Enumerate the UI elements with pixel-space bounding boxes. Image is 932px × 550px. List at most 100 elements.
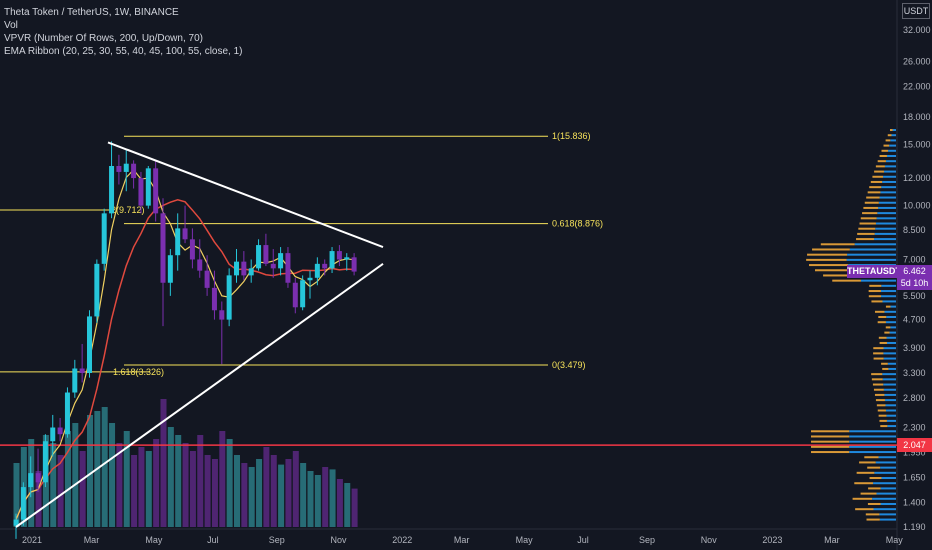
volume-bar bbox=[293, 451, 299, 527]
candle-body[interactable] bbox=[293, 283, 298, 308]
candle-body[interactable] bbox=[21, 487, 26, 519]
candle-body[interactable] bbox=[175, 228, 180, 255]
volume-profile-row bbox=[850, 248, 896, 250]
price-tick-label: 2.300 bbox=[903, 423, 926, 433]
candle-body[interactable] bbox=[256, 245, 261, 268]
candle-body[interactable] bbox=[249, 268, 254, 275]
candle-body[interactable] bbox=[94, 264, 99, 317]
candle-body[interactable] bbox=[278, 253, 283, 268]
candle-body[interactable] bbox=[322, 264, 327, 269]
volume-profile-row bbox=[877, 493, 896, 495]
volume-bar bbox=[337, 479, 343, 527]
candle-body[interactable] bbox=[36, 473, 41, 482]
currency-label[interactable]: USDT bbox=[902, 3, 930, 19]
candle-body[interactable] bbox=[124, 164, 129, 172]
volume-profile-row bbox=[879, 513, 896, 515]
candle-body[interactable] bbox=[168, 255, 173, 283]
candle-body[interactable] bbox=[205, 271, 210, 288]
candle-body[interactable] bbox=[102, 213, 107, 263]
volume-profile-row bbox=[883, 384, 896, 386]
candle-body[interactable] bbox=[227, 275, 232, 319]
volume-profile-row bbox=[811, 435, 849, 437]
volume-profile-row bbox=[871, 181, 882, 183]
ticker-tag: THETAUSDT bbox=[847, 265, 897, 278]
volume-profile-row bbox=[874, 238, 896, 240]
candle-body[interactable] bbox=[241, 262, 246, 276]
candle-body[interactable] bbox=[58, 428, 63, 435]
price-tick-label: 2.800 bbox=[903, 393, 926, 403]
candle-body[interactable] bbox=[109, 166, 114, 213]
time-tick-label: Sep bbox=[269, 535, 285, 545]
candle-body[interactable] bbox=[43, 441, 48, 482]
candle-body[interactable] bbox=[315, 264, 320, 278]
time-tick-label: 2022 bbox=[392, 535, 412, 545]
volume-profile-row bbox=[891, 134, 896, 136]
volume-bar bbox=[131, 455, 137, 527]
candle-body[interactable] bbox=[197, 259, 202, 270]
ema-ribbon-indicator-label[interactable]: EMA Ribbon (20, 25, 30, 55, 40, 45, 100,… bbox=[4, 45, 243, 58]
volume-profile-row bbox=[878, 409, 886, 411]
volume-profile-row bbox=[853, 498, 873, 500]
vpvr-indicator-label[interactable]: VPVR (Number Of Rows, 200, Up/Down, 70) bbox=[4, 32, 243, 45]
volume-profile-row bbox=[811, 441, 849, 443]
candle-body[interactable] bbox=[116, 166, 121, 172]
volume-profile-row bbox=[880, 425, 887, 427]
candle-body[interactable] bbox=[330, 251, 335, 268]
candle-body[interactable] bbox=[146, 168, 151, 205]
price-tick-label: 4.700 bbox=[903, 315, 926, 325]
volume-bar bbox=[161, 399, 167, 527]
price-tick-label: 3.300 bbox=[903, 368, 926, 378]
volume-profile-row bbox=[885, 404, 896, 406]
candle-body[interactable] bbox=[161, 213, 166, 282]
volume-profile-row bbox=[872, 498, 896, 500]
candle-body[interactable] bbox=[80, 368, 85, 373]
candle-body[interactable] bbox=[344, 257, 349, 259]
fib-level-label: 0(3.479) bbox=[552, 360, 586, 370]
candle-body[interactable] bbox=[153, 168, 158, 213]
volume-bar bbox=[168, 427, 174, 527]
candle-body[interactable] bbox=[50, 428, 55, 442]
candle-body[interactable] bbox=[263, 245, 268, 264]
candle-body[interactable] bbox=[352, 257, 357, 271]
candle-body[interactable] bbox=[285, 253, 290, 283]
volume-profile-row bbox=[884, 347, 896, 349]
price-tick-label: 22.000 bbox=[903, 82, 931, 92]
time-tick-label: 2021 bbox=[22, 535, 42, 545]
candle-body[interactable] bbox=[308, 278, 313, 280]
candle-body[interactable] bbox=[131, 164, 136, 178]
volume-profile-row bbox=[875, 228, 896, 230]
candle-body[interactable] bbox=[28, 473, 33, 487]
volume-profile-row bbox=[885, 165, 896, 167]
volume-bar bbox=[315, 475, 321, 527]
candle-body[interactable] bbox=[190, 239, 195, 259]
candle-body[interactable] bbox=[138, 178, 143, 206]
volume-profile-row bbox=[857, 233, 874, 235]
time-tick-label: Nov bbox=[701, 535, 718, 545]
volume-profile-row bbox=[883, 352, 896, 354]
candle-body[interactable] bbox=[337, 251, 342, 259]
volume-bar bbox=[344, 483, 350, 527]
volume-profile-row bbox=[876, 165, 885, 167]
candle-body[interactable] bbox=[212, 288, 217, 310]
volume-profile-row bbox=[849, 446, 896, 448]
volume-profile-row bbox=[849, 435, 896, 437]
candle-body[interactable] bbox=[65, 393, 70, 435]
candle-body[interactable] bbox=[234, 262, 239, 276]
candle-body[interactable] bbox=[219, 310, 224, 319]
volume-profile-row bbox=[876, 461, 896, 463]
volume-profile-row bbox=[821, 243, 855, 245]
candle-body[interactable] bbox=[300, 280, 305, 307]
volume-profile-row bbox=[893, 129, 896, 131]
candle-body[interactable] bbox=[183, 228, 188, 239]
volume-profile-row bbox=[869, 186, 881, 188]
candle-body[interactable] bbox=[72, 368, 77, 392]
candle-body[interactable] bbox=[87, 316, 92, 373]
candle-body[interactable] bbox=[271, 264, 276, 269]
vol-indicator-label[interactable]: Vol bbox=[4, 19, 243, 32]
symbol-title[interactable]: Theta Token / TetherUS, 1W, BINANCE bbox=[4, 6, 243, 19]
volume-profile-row bbox=[881, 290, 896, 292]
time-tick-label: Sep bbox=[639, 535, 655, 545]
price-tick-label: 32.000 bbox=[903, 25, 931, 35]
